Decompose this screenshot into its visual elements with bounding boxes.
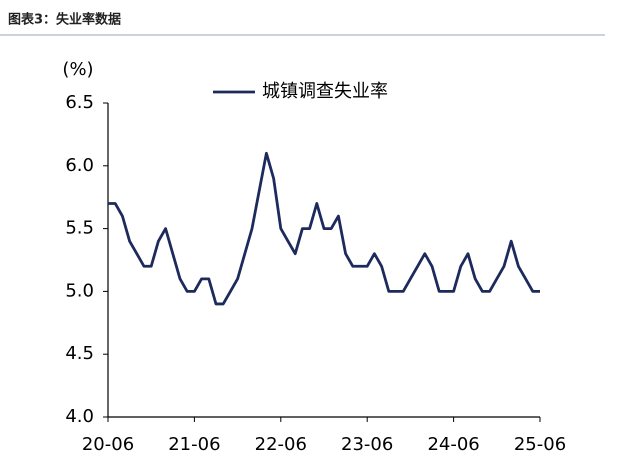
figure-title: 图表3：失业率数据 <box>8 12 121 28</box>
series-line <box>108 151 540 306</box>
x-tick-label: 21-06 <box>168 434 220 455</box>
y-tick-label: 6.0 <box>65 155 94 176</box>
y-axis-label: (%) <box>62 59 93 80</box>
x-tick-label: 24-06 <box>427 434 479 455</box>
legend-label: 城镇调查失业率 <box>262 81 388 102</box>
y-tick-label: 5.5 <box>65 218 94 239</box>
y-tick-label: 4.0 <box>65 406 94 427</box>
x-tick-label: 22-06 <box>255 434 307 455</box>
x-tick-label: 25-06 <box>514 434 566 455</box>
y-tick-label: 5.0 <box>65 280 94 301</box>
x-tick-label: 23-06 <box>341 434 393 455</box>
y-tick-label: 4.5 <box>65 343 94 364</box>
x-tick-label: 20-06 <box>82 434 134 455</box>
y-tick-label: 6.5 <box>65 92 94 113</box>
